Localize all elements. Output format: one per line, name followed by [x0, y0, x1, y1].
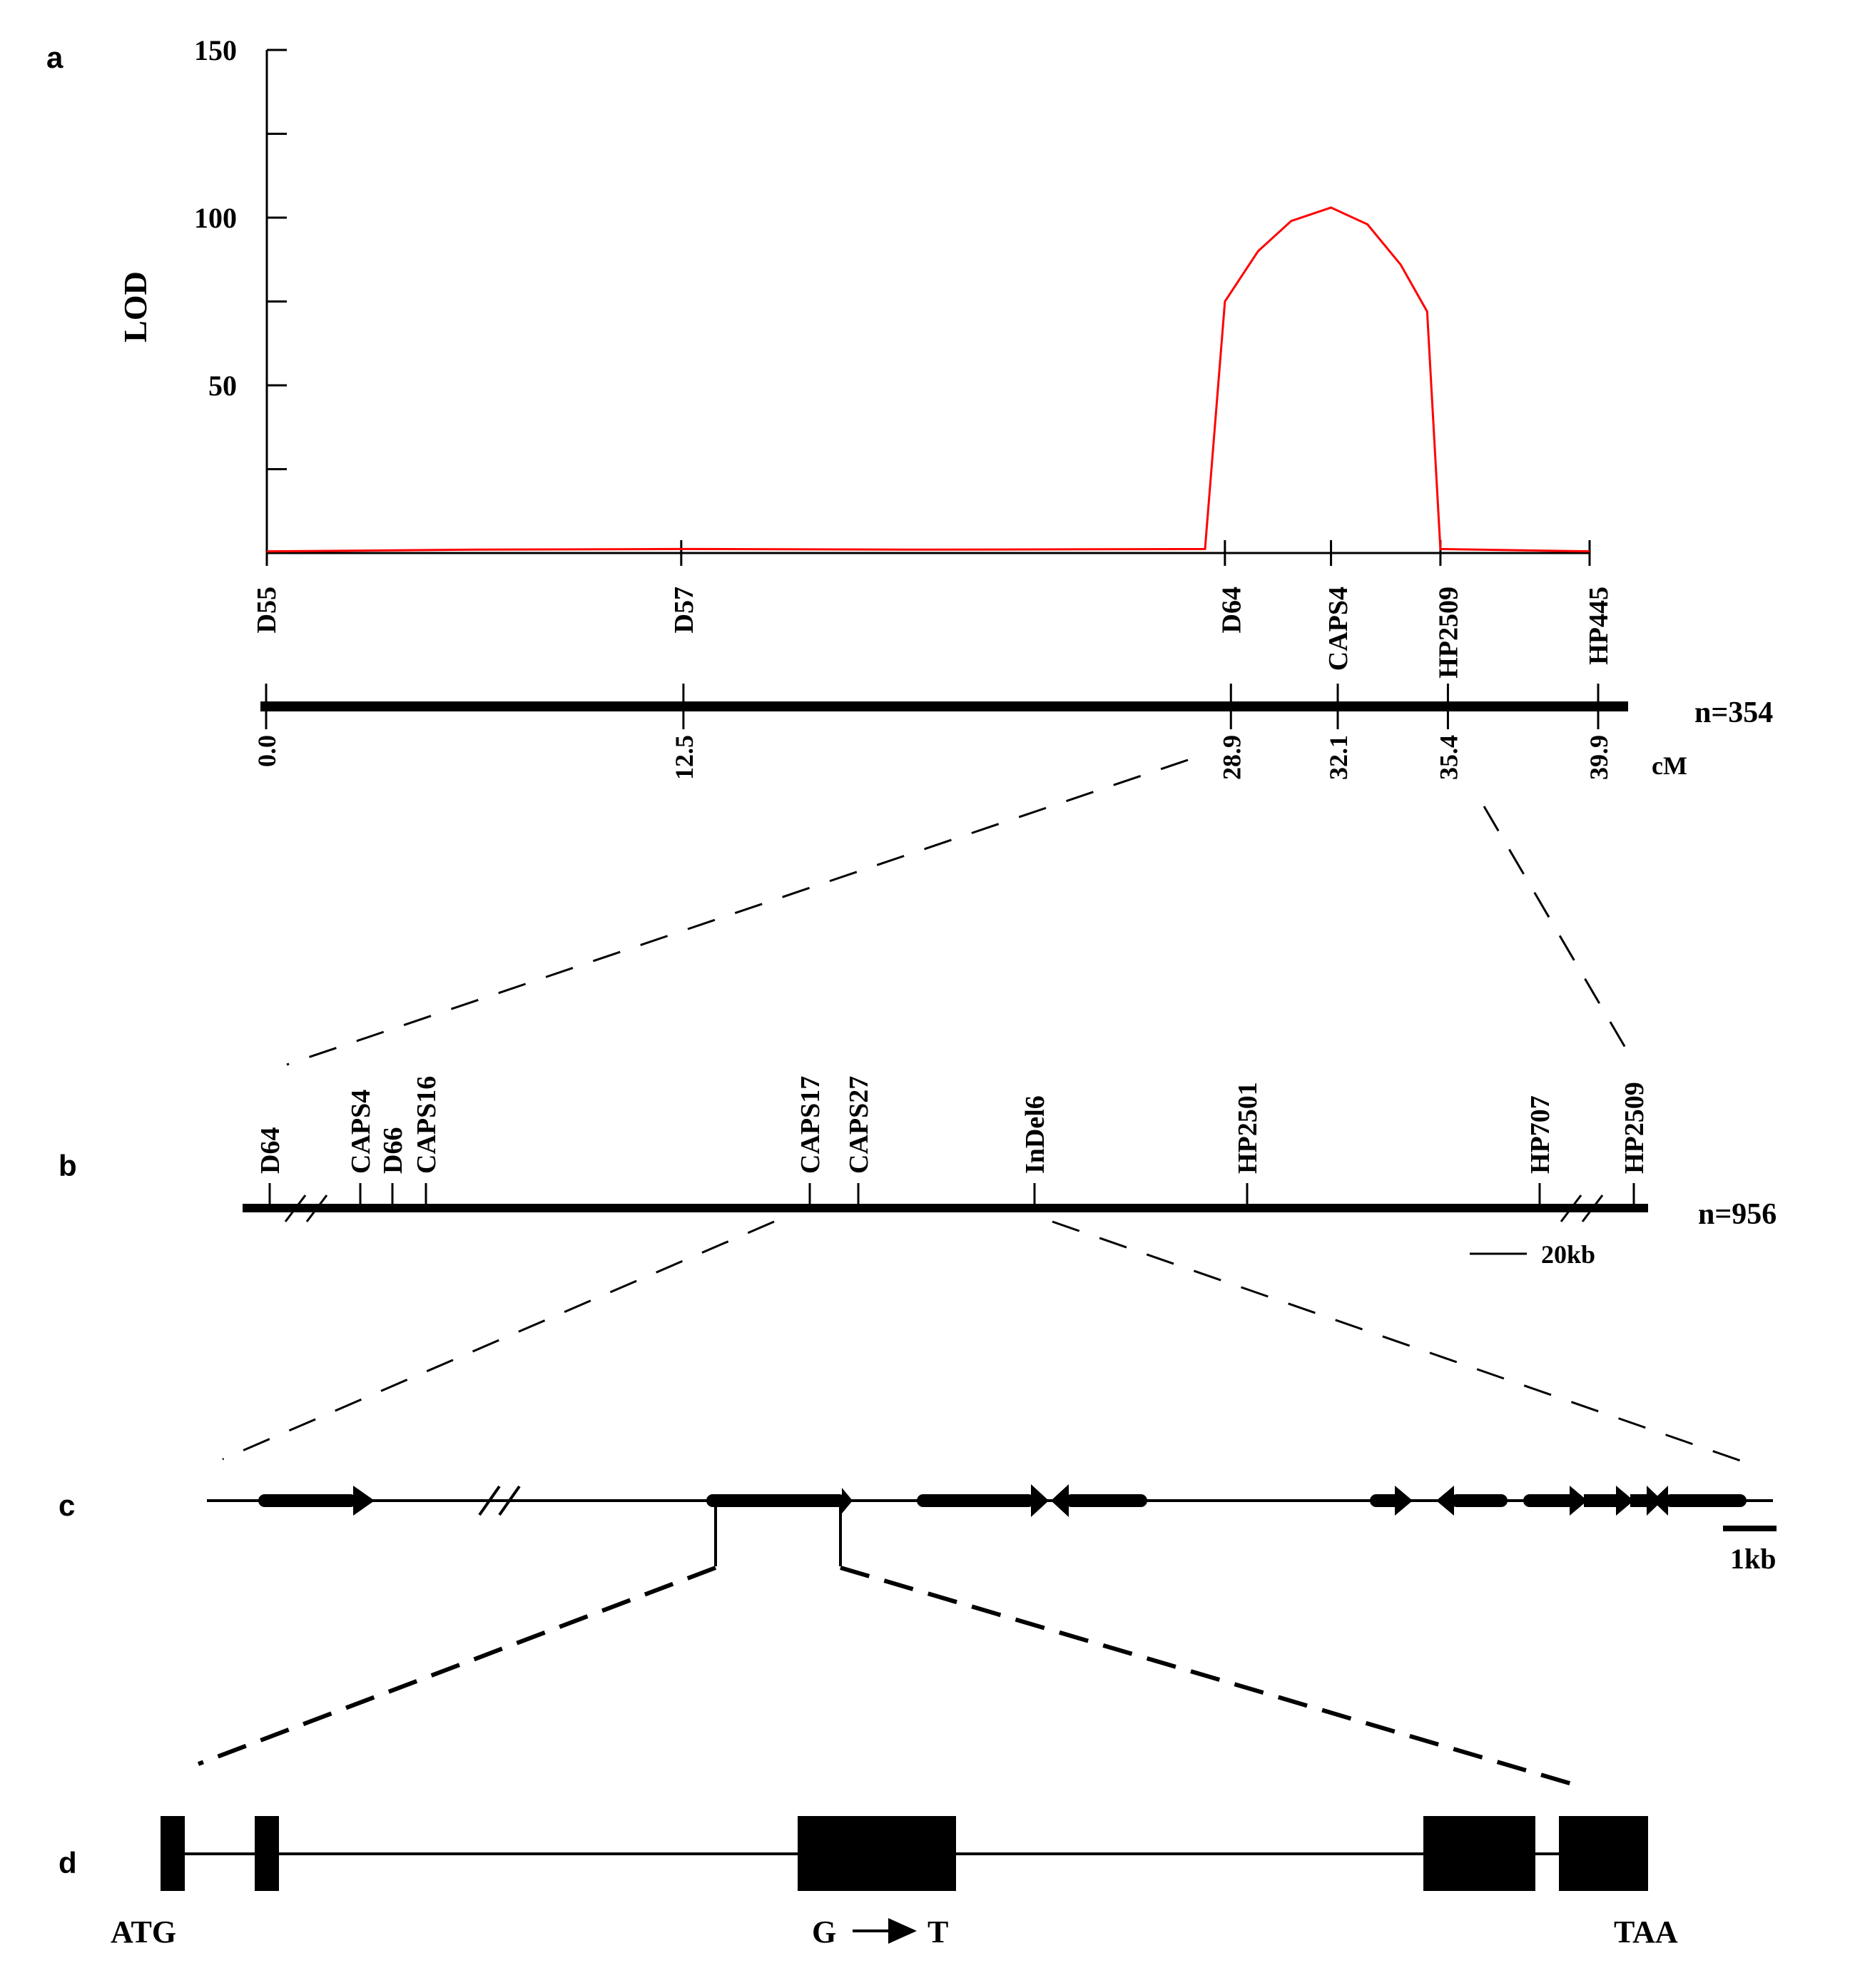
fine-map-marker-caps27: CAPS27: [844, 1076, 874, 1174]
fine-map-marker-caps16: CAPS16: [412, 1076, 442, 1174]
marker-name-d55: D55: [252, 587, 282, 633]
gene-arrow-candidate: [706, 1488, 853, 1566]
marker-positions: 0.0 12.5 28.9 32.1 35.4 39.9: [253, 735, 1613, 780]
gene-arrow-4-reverse: [1051, 1484, 1147, 1517]
marker-position-label: 32.1: [1324, 735, 1353, 780]
stop-codon-label: TAA: [1614, 1915, 1678, 1949]
fine-map-ticks: [268, 1183, 1635, 1208]
marker-names: D55 D57 D64 CAPS4 HP2509 HP445: [252, 587, 1614, 679]
fine-map-marker-d64: D64: [255, 1127, 285, 1174]
fine-map-marker-caps17: CAPS17: [796, 1076, 825, 1174]
fine-map-marker-indel6: InDel6: [1020, 1095, 1050, 1174]
marker-name-hp445: HP445: [1584, 587, 1614, 665]
panel-d-gene-structure: ATG G T TAA: [111, 1816, 1678, 1949]
marker-name-d64: D64: [1216, 587, 1246, 633]
break-mark-left: [284, 1195, 328, 1222]
gene-arrow-3: [917, 1484, 1049, 1517]
gene-arrow-5: [1370, 1486, 1413, 1516]
marker-position-label: 12.5: [670, 735, 698, 780]
exon-5: [1559, 1816, 1648, 1891]
unit-label: cM: [1652, 751, 1687, 780]
panel-c-gene-region: 1kb: [207, 1484, 1777, 1575]
scale-label-1kb: 1kb: [1730, 1543, 1777, 1575]
panel-label-a: a: [46, 41, 63, 74]
zoom-lines-a-to-b: [286, 759, 1632, 1066]
panel-label-d: d: [59, 1846, 77, 1880]
exon-3: [798, 1816, 956, 1891]
break-mark-right: [1560, 1195, 1604, 1222]
y-tick-label: 100: [194, 202, 237, 234]
gene-arrow-8: [1584, 1486, 1634, 1516]
x-ticks: [265, 540, 1591, 566]
marker-position-label: 28.9: [1217, 735, 1246, 780]
linkage-map-ticks: [265, 684, 1600, 729]
marker-position-label: 39.9: [1585, 735, 1613, 780]
break-mark-c: [478, 1485, 521, 1516]
marker-name-caps4: CAPS4: [1323, 587, 1353, 671]
marker-name-hp2509: HP2509: [1433, 587, 1463, 679]
zoom-lines-c-to-d: [197, 1566, 1585, 1790]
panel-a-lod-plot: 150 100 50 LOD D55 D57 D64 CAPS4 HP2509 HP445 0…: [117, 34, 1773, 780]
mutation-arrow: [853, 1918, 917, 1944]
marker-position-label: 0.0: [253, 735, 281, 767]
mutation-ref-allele: G: [812, 1915, 836, 1949]
y-axis-title: LOD: [117, 271, 153, 343]
gene-arrow-1: [258, 1486, 375, 1516]
gene-arrow-7: [1523, 1486, 1587, 1516]
scale-label-20kb: 20kb: [1541, 1240, 1595, 1269]
exon-4: [1423, 1816, 1535, 1891]
marker-name-d57: D57: [669, 587, 699, 633]
marker-position-label: 35.4: [1434, 735, 1463, 780]
exon-2: [255, 1816, 279, 1891]
gene-arrow-10-reverse: [1652, 1486, 1747, 1516]
panel-label-c: c: [59, 1489, 75, 1522]
gene-arrow-6-reverse: [1436, 1486, 1508, 1516]
panel-label-b: b: [59, 1149, 77, 1182]
fine-map-marker-hp2501: HP2501: [1233, 1082, 1263, 1174]
exon-1: [161, 1816, 185, 1891]
mutation-alt-allele: T: [927, 1915, 948, 1949]
fine-map-marker-d66: D66: [378, 1127, 408, 1174]
fine-map-marker-names: D64 CAPS4 D66 CAPS16 CAPS17 CAPS27 InDel6 HP250…: [255, 1076, 1650, 1174]
lod-curve: [266, 206, 1590, 553]
fine-map-marker-caps4: CAPS4: [346, 1090, 376, 1174]
panel-b-fine-map: D64 CAPS4 D66 CAPS16 CAPS17 CAPS27 InDel6 HP250…: [243, 1076, 1777, 1269]
start-codon-label: ATG: [111, 1915, 176, 1949]
fine-map-marker-hp707: HP707: [1525, 1095, 1555, 1174]
sample-size-label-b: n=956: [1698, 1198, 1777, 1231]
y-ticks: 150 100 50: [194, 34, 287, 470]
y-tick-label: 50: [208, 370, 237, 402]
y-tick-label: 150: [194, 34, 237, 66]
sample-size-label: n=354: [1694, 696, 1773, 729]
fine-map-marker-hp2509: HP2509: [1620, 1082, 1650, 1174]
zoom-lines-b-to-c: [222, 1220, 1747, 1464]
